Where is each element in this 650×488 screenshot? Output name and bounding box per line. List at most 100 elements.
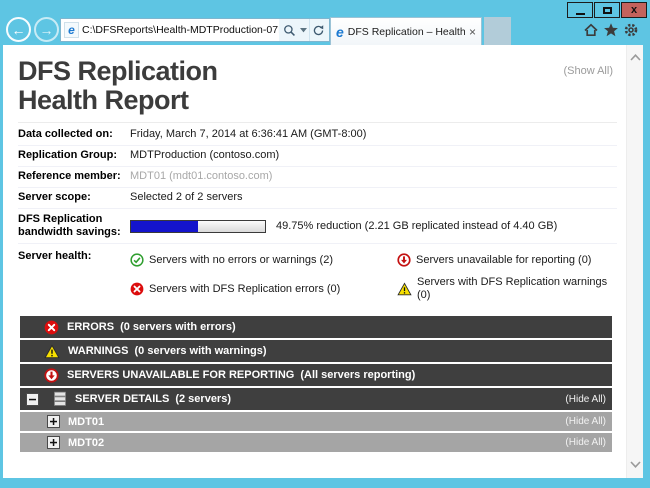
field-value: Friday, March 7, 2014 at 6:36:41 AM (GMT… (130, 128, 367, 140)
ie-logo-icon: e (336, 23, 344, 40)
hide-all-link[interactable]: (Hide All) (565, 437, 606, 448)
arrow-left-icon: ← (11, 21, 26, 38)
hide-all-link[interactable]: (Hide All) (565, 416, 606, 427)
server-name: MDT01 (68, 415, 105, 428)
page-content: (Show All) DFS Replication Health Report… (3, 45, 643, 478)
settings-button[interactable] (622, 21, 639, 38)
field-label: Server scope: (18, 191, 91, 203)
health-item-text: Servers with DFS Replication warnings (0… (417, 276, 608, 301)
show-all-link[interactable]: (Show All) (563, 65, 613, 77)
bandwidth-value: 49.75% reduction (2.21 GB replicated ins… (130, 219, 617, 233)
search-button[interactable] (281, 19, 298, 41)
field-label: Data collected on: (18, 128, 113, 140)
scroll-down-button[interactable] (628, 456, 643, 472)
home-button[interactable] (582, 21, 599, 38)
tab-title: DFS Replication – Health Re... (347, 25, 465, 38)
browser-tab[interactable]: e DFS Replication – Health Re... × (330, 17, 482, 45)
field-label: Server health: (18, 250, 92, 262)
bandwidth-bar-fill (131, 220, 198, 232)
title-separator (18, 122, 617, 123)
field-value: MDTProduction (contoso.com) (130, 149, 280, 161)
health-item-text: Servers unavailable for reporting (0) (416, 253, 592, 266)
warning-icon (44, 344, 60, 358)
tab-close-button[interactable]: × (468, 24, 476, 39)
page-title: DFS Replication Health Report (18, 57, 617, 115)
gear-icon (624, 23, 637, 36)
scroll-up-button[interactable] (628, 49, 643, 65)
expand-button[interactable] (47, 436, 60, 449)
expand-button[interactable] (47, 415, 60, 428)
health-item-ok: Servers with no errors or warnings (2) (130, 253, 397, 267)
address-bar-controls (279, 19, 329, 41)
forward-button[interactable]: → (34, 17, 59, 42)
section-bar-errors[interactable]: ERRORS (0 servers with errors) (20, 316, 612, 338)
page-title-line2: Health Report (18, 85, 189, 115)
health-item-unavailable: Servers unavailable for reporting (0) (397, 253, 617, 267)
page-title-line1: DFS Replication (18, 56, 218, 86)
error-icon (44, 320, 59, 334)
server-name: MDT02 (68, 436, 105, 449)
ok-icon (130, 253, 144, 267)
nav-toolbar (582, 21, 639, 38)
health-item-text: Servers with no errors or warnings (2) (149, 253, 334, 266)
field-label: Replication Group: (18, 149, 117, 161)
health-item-text: Servers with DFS Replication errors (0) (149, 282, 341, 295)
server-health-grid: Servers with no errors or warnings (2) S… (130, 250, 617, 302)
new-tab-button[interactable] (484, 17, 511, 45)
field-row-server-health: Server health: Servers with no errors or… (18, 244, 617, 308)
search-icon (284, 24, 295, 36)
section-bar-unavailable[interactable]: SERVERS UNAVAILABLE FOR REPORTING (All s… (20, 364, 612, 386)
field-row-server-scope: Server scope: Selected 2 of 2 servers (18, 188, 617, 209)
field-value: MDT01 (mdt01.contoso.com) (130, 170, 273, 182)
section-label: SERVER DETAILS (75, 393, 170, 405)
expand-plus-icon (47, 436, 60, 449)
ie-page-icon: e (64, 22, 79, 38)
field-label: Reference member: (18, 170, 121, 182)
hide-all-link[interactable]: (Hide All) (565, 393, 606, 405)
section-label: SERVERS UNAVAILABLE FOR REPORTING (67, 369, 295, 381)
collapse-button[interactable] (26, 392, 39, 406)
address-bar[interactable]: e C:\DFSReports\Health-MDTProduction-07M… (60, 18, 330, 42)
refresh-button[interactable] (309, 19, 327, 41)
health-item-warnings: Servers with DFS Replication warnings (0… (397, 276, 617, 302)
section-label: ERRORS (67, 321, 115, 333)
vertical-scrollbar[interactable] (626, 45, 643, 478)
field-label: DFS Replication bandwidth savings: (18, 213, 121, 238)
expand-plus-icon (47, 415, 60, 428)
section-bar-server-details[interactable]: SERVER DETAILS (2 servers) (Hide All) (20, 388, 612, 410)
browser-navbar: ← → e C:\DFSReports\Health-MDTProduction… (3, 15, 643, 45)
section-detail: (0 servers with warnings) (134, 345, 267, 357)
close-button[interactable]: x (621, 2, 647, 18)
server-icon (54, 391, 66, 406)
bandwidth-text: 49.75% reduction (2.21 GB replicated ins… (276, 219, 558, 232)
section-label: WARNINGS (68, 345, 129, 357)
section-detail: (All servers reporting) (300, 369, 416, 381)
chevron-down-icon (630, 460, 641, 468)
unavailable-icon (44, 367, 59, 383)
bandwidth-progress-bar (130, 219, 266, 233)
minimize-icon (575, 12, 585, 15)
maximize-button[interactable] (594, 2, 620, 18)
warning-icon (397, 282, 412, 296)
back-button[interactable]: ← (6, 17, 31, 42)
error-icon (130, 282, 144, 296)
field-row-bandwidth-savings: DFS Replication bandwidth savings: 49.75… (18, 209, 617, 244)
url-text[interactable]: C:\DFSReports\Health-MDTProduction-07Ma (82, 24, 279, 36)
field-row-replication-group: Replication Group: MDTProduction (contos… (18, 146, 617, 167)
maximize-icon (602, 6, 612, 14)
section-detail: (0 servers with errors) (120, 321, 236, 333)
favorites-button[interactable] (602, 21, 619, 38)
minimize-button[interactable] (567, 2, 593, 18)
search-options-button[interactable] (298, 19, 309, 41)
chevron-up-icon (630, 53, 641, 61)
close-icon: x (630, 3, 638, 16)
unavailable-icon (397, 253, 411, 267)
star-icon (603, 22, 618, 36)
section-bar-warnings[interactable]: WARNINGS (0 servers with warnings) (20, 340, 612, 362)
field-row-reference-member: Reference member: MDT01 (mdt01.contoso.c… (18, 167, 617, 188)
server-row-mdt02[interactable]: MDT02 (Hide All) (20, 433, 612, 452)
health-item-errors: Servers with DFS Replication errors (0) (130, 276, 397, 302)
arrow-right-icon: → (39, 21, 54, 38)
server-row-mdt01[interactable]: MDT01 (Hide All) (20, 412, 612, 431)
section-detail: (2 servers) (175, 393, 231, 405)
